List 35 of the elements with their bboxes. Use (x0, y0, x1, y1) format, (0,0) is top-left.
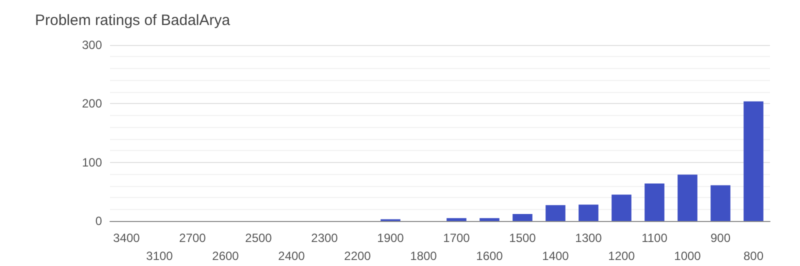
x-tick-label: 1000 (674, 249, 702, 263)
bar (578, 204, 598, 221)
bar (678, 174, 698, 221)
x-tick-label: 2200 (344, 249, 372, 263)
y-tick-label: 100 (82, 155, 102, 170)
chart-title: Problem ratings of BadalArya (35, 12, 231, 29)
x-tick-label: 3100 (146, 249, 174, 263)
x-tick-label: 1700 (443, 231, 470, 245)
x-tick-label: 1200 (608, 249, 636, 263)
x-tick-label: 2600 (212, 249, 240, 263)
x-tick-label: 1500 (509, 231, 536, 245)
x-tick-label: 1800 (410, 249, 438, 263)
bar (480, 218, 500, 221)
bar (446, 218, 466, 221)
x-tick-label: 1100 (642, 231, 668, 245)
x-tick-label: 1900 (377, 231, 404, 245)
x-tick-label: 1600 (476, 249, 504, 263)
bar (644, 183, 664, 221)
x-tick-label: 1300 (575, 231, 602, 245)
x-tick-label: 900 (710, 231, 731, 245)
x-tick-label: 800 (743, 249, 764, 263)
bar (744, 101, 764, 221)
bar (546, 205, 566, 221)
x-tick-label: 1400 (542, 249, 570, 263)
y-tick-label: 200 (82, 96, 102, 111)
bar (612, 194, 632, 221)
x-tick-label: 2400 (278, 249, 306, 263)
x-tick-label: 3400 (113, 231, 140, 245)
x-tick-label: 2500 (245, 231, 272, 245)
y-tick-label: 300 (82, 38, 102, 52)
x-tick-label: 2300 (311, 231, 338, 245)
y-tick-label: 0 (95, 214, 102, 228)
bar (710, 185, 730, 221)
x-tick-label: 2700 (179, 231, 206, 245)
bar (512, 214, 532, 221)
